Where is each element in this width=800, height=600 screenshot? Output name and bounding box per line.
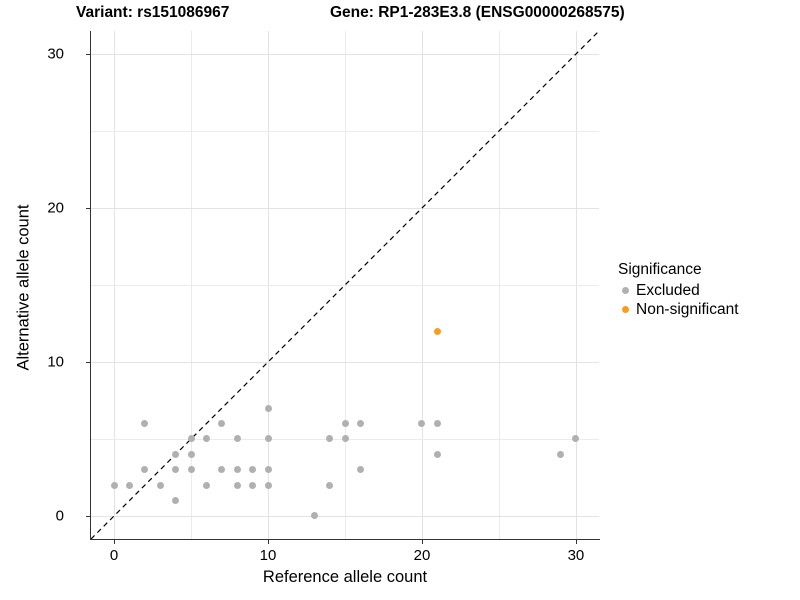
data-point [110, 481, 118, 489]
gridline-horizontal [91, 208, 599, 210]
y-tick-label: 20 [47, 199, 64, 217]
data-point [125, 481, 133, 489]
data-point [572, 435, 580, 443]
x-tick [575, 540, 578, 544]
data-point [341, 435, 349, 443]
x-axis-title: Reference allele count [262, 568, 428, 586]
data-point [233, 481, 241, 489]
data-point [141, 420, 149, 428]
data-point [433, 450, 441, 458]
data-point [557, 450, 564, 458]
data-point [156, 481, 164, 489]
variant-title: Variant: rs151086967 [76, 4, 230, 21]
data-point [202, 481, 210, 489]
diagonal-reference-line [91, 31, 599, 539]
data-point [341, 420, 349, 428]
data-point [264, 404, 272, 412]
legend-items: Excluded Non-significant [618, 281, 793, 319]
y-tick [86, 54, 90, 56]
data-point [218, 466, 226, 474]
data-point [172, 466, 180, 474]
data-point [187, 466, 195, 474]
data-point [141, 466, 149, 474]
y-axis-title: Alternative allele count [14, 204, 33, 371]
legend-item-non-significant: Non-significant [618, 300, 793, 319]
gridline-horizontal [91, 54, 599, 56]
y-axis-line [90, 31, 92, 540]
gridline-horizontal [91, 131, 599, 133]
data-point [172, 497, 180, 504]
data-point [202, 435, 210, 443]
data-point [264, 466, 272, 474]
data-point [356, 420, 364, 428]
x-tick [421, 540, 424, 544]
y-tick [86, 208, 90, 210]
gene-title: Gene: RP1-283E3.8 (ENSG00000268575) [330, 4, 625, 21]
x-tick [114, 540, 116, 544]
data-point [418, 420, 426, 428]
data-point [249, 481, 257, 489]
x-tick-label: 30 [567, 547, 585, 564]
y-tick-label: 0 [55, 507, 64, 525]
x-axis-line [91, 539, 600, 541]
data-point [233, 435, 241, 443]
gridline-horizontal [91, 361, 599, 363]
y-tick-label: 30 [47, 45, 64, 63]
data-point [326, 481, 334, 489]
x-tick [268, 540, 270, 544]
data-point [249, 466, 257, 474]
legend-item-label: Non-significant [636, 300, 739, 318]
x-tick-label: 10 [259, 547, 277, 564]
gridline-horizontal [91, 515, 599, 517]
data-point [356, 466, 364, 474]
x-tick-label: 0 [109, 547, 119, 564]
data-point [433, 420, 441, 428]
x-tick-label: 20 [413, 547, 431, 564]
data-point [187, 435, 195, 443]
legend: Significance Excluded Non-significant [618, 261, 793, 319]
y-tick-label: 10 [47, 353, 64, 371]
data-point [172, 450, 180, 458]
legend-item-label: Excluded [636, 281, 700, 299]
gridline-horizontal [91, 285, 599, 286]
data-point [326, 435, 334, 443]
data-point [310, 512, 318, 520]
legend-swatch-icon [618, 283, 633, 298]
data-point [218, 420, 226, 428]
y-tick-labels: 0 10 20 30 [0, 0, 82, 600]
data-point [433, 327, 441, 335]
data-point [233, 466, 241, 474]
y-tick [86, 515, 90, 518]
legend-title: Significance [618, 261, 702, 278]
y-tick [86, 361, 90, 364]
legend-item-excluded: Excluded [618, 281, 793, 300]
legend-swatch-icon [618, 302, 633, 317]
data-point [187, 450, 195, 458]
plot-panel [91, 31, 599, 539]
data-point [264, 481, 272, 489]
data-point [264, 435, 272, 443]
